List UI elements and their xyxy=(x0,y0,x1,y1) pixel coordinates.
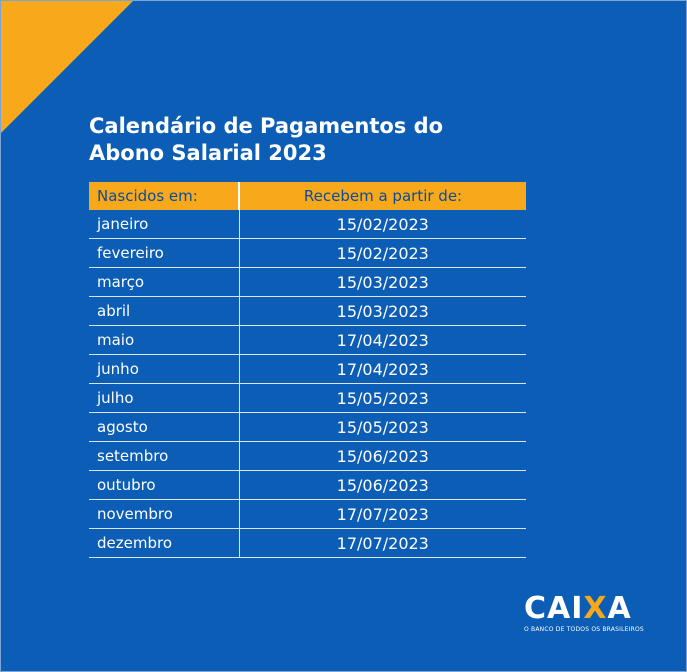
corner-triangle-decoration xyxy=(1,1,133,133)
date-cell: 17/07/2023 xyxy=(238,528,526,558)
month-cell: agosto xyxy=(89,412,239,442)
month-cell: julho xyxy=(89,383,239,413)
month-cell: junho xyxy=(89,354,239,384)
logo-text-part-3: A xyxy=(607,591,632,626)
table-row: abril 15/03/2023 xyxy=(89,296,526,326)
date-cell: 15/05/2023 xyxy=(238,412,526,442)
month-cell: dezembro xyxy=(89,528,239,558)
month-cell: janeiro xyxy=(89,210,239,239)
table-row: outubro 15/06/2023 xyxy=(89,470,526,500)
table-row: maio 17/04/2023 xyxy=(89,325,526,355)
table-row: dezembro 17/07/2023 xyxy=(89,528,526,558)
month-cell: outubro xyxy=(89,470,239,500)
month-cell: novembro xyxy=(89,499,239,529)
table-row: janeiro 15/02/2023 xyxy=(89,210,526,239)
date-cell: 15/02/2023 xyxy=(238,210,526,239)
date-cell: 17/04/2023 xyxy=(238,325,526,355)
table-header-row: Nascidos em: Recebem a partir de: xyxy=(89,182,526,210)
table-body: janeiro 15/02/2023 fevereiro 15/02/2023 març… xyxy=(89,210,526,558)
date-cell: 17/04/2023 xyxy=(238,354,526,384)
date-cell: 15/06/2023 xyxy=(238,441,526,471)
table-row: setembro 15/06/2023 xyxy=(89,441,526,471)
logo-text-part-2: X xyxy=(583,591,608,626)
date-cell: 15/05/2023 xyxy=(238,383,526,413)
table-row: agosto 15/05/2023 xyxy=(89,412,526,442)
title-line-1: Calendário de Pagamentos do xyxy=(89,114,444,138)
date-cell: 15/02/2023 xyxy=(238,238,526,268)
month-cell: março xyxy=(89,267,239,297)
header-receive-from: Recebem a partir de: xyxy=(238,182,526,210)
payment-schedule-table: Nascidos em: Recebem a partir de: janeir… xyxy=(89,182,526,558)
title-line-2: Abono Salarial 2023 xyxy=(89,141,327,165)
month-cell: setembro xyxy=(89,441,239,471)
month-cell: fevereiro xyxy=(89,238,239,268)
logo-wordmark: CAIXA xyxy=(524,593,632,625)
table-row: julho 15/05/2023 xyxy=(89,383,526,413)
page-title: Calendário de Pagamentos do Abono Salari… xyxy=(89,113,443,167)
caixa-logo: CAIXA O BANCO DE TODOS OS BRASILEIROS xyxy=(524,593,644,634)
date-cell: 15/06/2023 xyxy=(238,470,526,500)
date-cell: 17/07/2023 xyxy=(238,499,526,529)
month-cell: maio xyxy=(89,325,239,355)
date-cell: 15/03/2023 xyxy=(238,296,526,326)
header-born-in: Nascidos em: xyxy=(89,182,239,210)
table-row: março 15/03/2023 xyxy=(89,267,526,297)
month-cell: abril xyxy=(89,296,239,326)
logo-tagline: O BANCO DE TODOS OS BRASILEIROS xyxy=(524,626,644,633)
table-row: novembro 17/07/2023 xyxy=(89,499,526,529)
table-row: fevereiro 15/02/2023 xyxy=(89,238,526,268)
table-row: junho 17/04/2023 xyxy=(89,354,526,384)
logo-text-part-1: CAI xyxy=(524,591,584,626)
date-cell: 15/03/2023 xyxy=(238,267,526,297)
